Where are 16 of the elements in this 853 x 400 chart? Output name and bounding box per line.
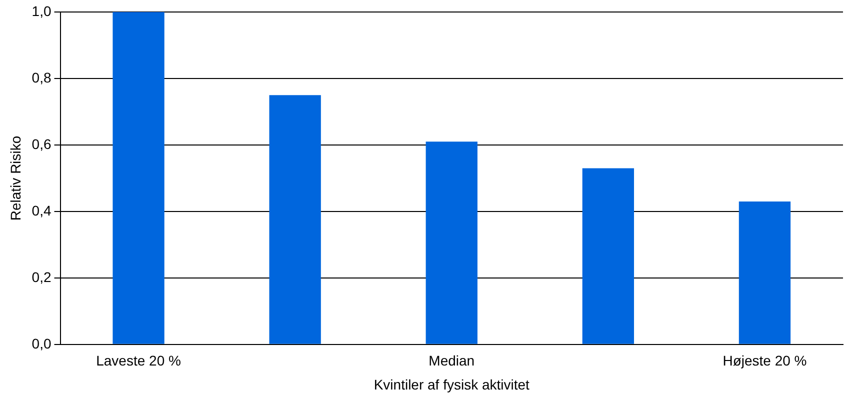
bar — [426, 142, 478, 344]
x-tick-label: Laveste 20 % — [96, 352, 181, 369]
bar — [269, 95, 321, 344]
bar — [738, 201, 791, 344]
x-axis-title: Kvintiler af fysisk aktivitet — [374, 376, 530, 392]
x-tick-label: Højeste 20 % — [722, 352, 807, 369]
y-tick-label: 0,4 — [32, 202, 52, 218]
y-tick-label: 1,0 — [32, 2, 52, 19]
bar — [582, 168, 634, 344]
y-tick-label: 0,6 — [32, 136, 52, 152]
y-axis-title: Relativ Risiko — [7, 136, 24, 221]
y-tick-label: 0,2 — [32, 268, 52, 285]
y-tick-label: 0,8 — [32, 69, 52, 86]
x-tick-label: Median — [428, 352, 475, 369]
y-tick-label: 0,0 — [32, 335, 52, 352]
bar — [112, 12, 164, 344]
